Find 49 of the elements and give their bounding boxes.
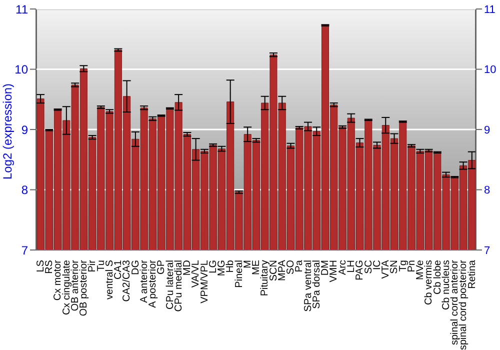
x-tick-label: Retina [466, 260, 478, 289]
x-tick-label: Hb [225, 260, 236, 273]
x-tick-label: Tu [96, 260, 107, 272]
x-tick-label: VMH [328, 260, 340, 282]
x-tick-label: Pineal [234, 260, 245, 288]
x-tick-label: VPM/VPL [199, 260, 210, 304]
x-tick-label: Cb nucleus [440, 260, 452, 310]
y-tick-label: 11 [16, 2, 28, 16]
x-tick-label: Pa [294, 260, 306, 272]
x-tick-label: PAG [354, 260, 366, 280]
x-tick-label: LH [346, 260, 357, 273]
x-tick-label: A anterior [138, 259, 150, 303]
x-tick-label: MPA [276, 260, 288, 281]
x-tick-label: RS [44, 260, 56, 274]
x-tick-label: spinal cord posterior [458, 259, 470, 350]
y2-tick-label: 10 [484, 64, 496, 76]
x-tick-label: OB anterior [70, 259, 81, 312]
y-tick-label: 7 [21, 243, 28, 258]
x-tick-label: SN [389, 260, 400, 274]
y-tick-label: 8 [21, 183, 28, 198]
x-tick-label: DG [130, 260, 142, 275]
x-tick-label: ME [251, 260, 262, 275]
x-tick-label: Cb lobe [432, 260, 444, 294]
x-tick-label: ventral S [104, 260, 116, 300]
x-tick-label: Pn [406, 260, 418, 272]
y2-tick-label: 11 [484, 4, 496, 16]
x-tick-label: SCN [268, 260, 280, 282]
x-tick-label: CA2/CA3 [122, 260, 133, 302]
x-tick-label: M [242, 260, 254, 268]
x-tick-label: Pir [87, 259, 98, 272]
x-tick-label: CPu medial [173, 260, 184, 312]
x-tick-label: LG [208, 260, 219, 274]
y-tick-label: 10 [14, 62, 28, 77]
x-tick-label: Arc [337, 260, 348, 275]
x-tick-label: Tg [398, 260, 409, 272]
x-tick-label: IC [372, 260, 383, 270]
x-tick-label: GP [156, 260, 168, 274]
x-tick-label: LS [35, 260, 46, 272]
x-tick-label: A posterior [148, 259, 159, 308]
y2-tick-label: 7 [484, 244, 490, 257]
x-tick-label: SPa dorsal [311, 260, 322, 309]
y2-tick-label: 9 [484, 124, 490, 136]
x-tick-label: SC [363, 260, 374, 274]
x-tick-label: Cx cingulate [61, 260, 72, 316]
y2-tick-label: 8 [484, 184, 490, 197]
x-tick-label: Pituitary [260, 260, 271, 296]
x-tick-label: OB posterior [78, 259, 90, 316]
y-axis-title: Log2 (expression) [0, 83, 14, 180]
y-tick-label: 9 [21, 122, 28, 137]
